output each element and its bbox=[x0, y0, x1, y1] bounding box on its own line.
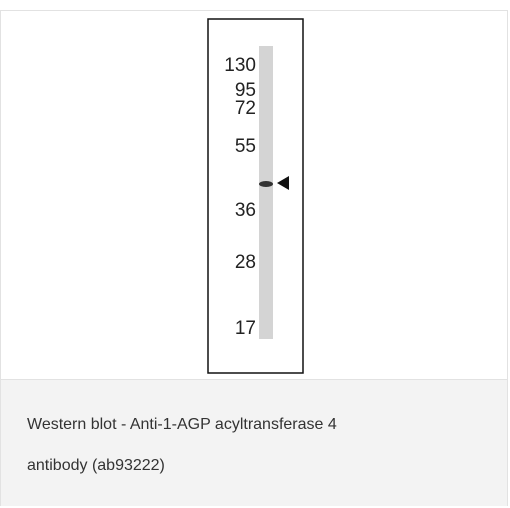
marker-label: 130 bbox=[224, 55, 256, 76]
caption-area: Western blot - Anti-1-AGP acyltransferas… bbox=[1, 379, 507, 506]
marker-label: 55 bbox=[235, 136, 256, 157]
caption-line: antibody (ab93222) bbox=[27, 457, 165, 475]
page: 130 95 72 55 36 28 17 Western blot - Ant… bbox=[0, 0, 510, 508]
image-area: 130 95 72 55 36 28 17 bbox=[1, 11, 507, 379]
marker-label: 36 bbox=[235, 200, 256, 221]
band bbox=[259, 181, 273, 187]
marker-label: 28 bbox=[235, 252, 256, 273]
lane bbox=[259, 46, 273, 339]
marker-label: 17 bbox=[235, 318, 256, 339]
marker-label: 72 bbox=[235, 98, 256, 119]
western-blot: 130 95 72 55 36 28 17 bbox=[1, 11, 507, 379]
caption-line: Western blot - Anti-1-AGP acyltransferas… bbox=[27, 416, 337, 434]
product-image-card: 130 95 72 55 36 28 17 Western blot - Ant… bbox=[0, 10, 508, 506]
